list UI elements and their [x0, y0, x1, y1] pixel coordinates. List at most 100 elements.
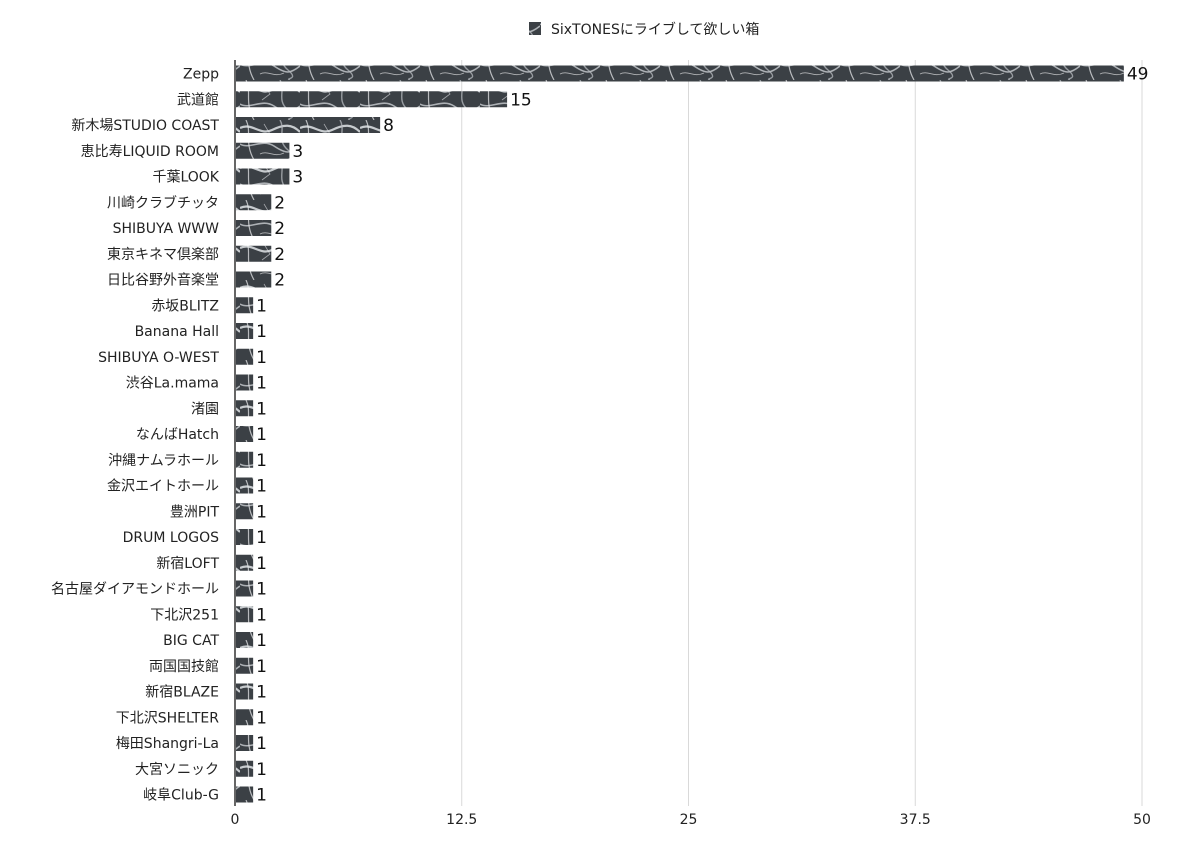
bar	[236, 760, 254, 777]
bar	[236, 297, 254, 314]
x-tick-label: 37.5	[900, 812, 931, 828]
value-label: 3	[292, 168, 303, 188]
bar	[236, 426, 254, 442]
value-label: 1	[256, 631, 267, 651]
bar	[236, 271, 272, 288]
bar	[236, 168, 290, 185]
value-label: 8	[383, 116, 394, 136]
bar	[236, 451, 254, 468]
category-label: 新宿BLAZE	[145, 684, 219, 701]
value-label: 2	[274, 193, 285, 213]
bar	[236, 606, 254, 623]
category-label: 渚園	[191, 401, 219, 417]
value-label: 1	[256, 657, 267, 677]
bar	[236, 220, 272, 236]
bar	[236, 65, 1124, 82]
bar	[236, 529, 254, 545]
bar	[236, 683, 254, 700]
value-label: 2	[274, 245, 285, 265]
bar	[236, 348, 254, 365]
category-label: 下北沢251	[150, 607, 219, 623]
value-label: 1	[256, 605, 267, 625]
gridlines	[461, 60, 1143, 806]
bar	[236, 503, 254, 520]
category-label: Banana Hall	[135, 324, 219, 340]
x-axis-ticks: 0 12.5 25 37.5 50	[231, 812, 1151, 828]
bars	[236, 65, 1124, 803]
category-label: 豊洲PIT	[170, 504, 220, 520]
x-tick-label: 25	[680, 812, 698, 828]
value-label: 1	[256, 580, 267, 600]
bar	[236, 400, 254, 417]
category-label: 東京キネマ倶楽部	[107, 247, 219, 263]
category-label: 恵比寿LIQUID ROOM	[81, 143, 219, 160]
category-label: 武道館	[177, 91, 219, 108]
category-label: 大宮ソニック	[135, 762, 219, 778]
bar	[236, 245, 272, 262]
bar	[236, 580, 254, 597]
bar	[236, 374, 254, 391]
category-label: なんばHatch	[136, 427, 219, 443]
value-label: 1	[256, 296, 267, 316]
value-label: 3	[292, 142, 303, 162]
value-label: 1	[256, 374, 267, 394]
category-label: 千葉LOOK	[152, 170, 219, 186]
value-label: 1	[256, 322, 267, 342]
category-label: BIG CAT	[163, 633, 219, 649]
value-label: 1	[256, 554, 267, 574]
category-label: 日比谷野外音楽堂	[107, 272, 219, 289]
category-label: 沖縄ナムラホール	[108, 453, 219, 469]
category-label: 両国国技館	[149, 658, 219, 675]
category-label: SHIBUYA O-WEST	[98, 350, 219, 366]
x-tick-label: 12.5	[446, 812, 477, 828]
value-label: 1	[256, 708, 267, 728]
bar	[236, 477, 254, 494]
category-label: 赤坂BLITZ	[151, 298, 219, 314]
value-label: 1	[256, 734, 267, 754]
bar	[236, 142, 290, 159]
category-label: DRUM LOGOS	[123, 530, 219, 546]
value-label: 1	[256, 760, 267, 780]
legend: SixTONESにライブして欲しい箱	[529, 21, 759, 38]
category-label: Zepp	[183, 67, 219, 83]
category-label: 新宿LOFT	[156, 555, 219, 572]
value-label: 1	[256, 683, 267, 703]
category-label: SHIBUYA WWW	[113, 221, 220, 237]
x-tick-label: 0	[231, 812, 240, 828]
value-label: 15	[510, 90, 532, 110]
category-label: 新木場STUDIO COAST	[71, 118, 219, 134]
category-label: 下北沢SHELTER	[116, 710, 220, 726]
value-label: 49	[1127, 65, 1149, 85]
bar	[236, 786, 254, 803]
category-label: 岐阜Club-G	[143, 787, 219, 804]
bar	[236, 632, 254, 648]
value-label: 1	[256, 451, 267, 471]
bar	[236, 657, 254, 674]
value-label: 1	[256, 477, 267, 497]
value-label: 1	[256, 348, 267, 368]
bar	[236, 554, 254, 571]
value-label: 1	[256, 399, 267, 419]
bar	[236, 117, 381, 133]
value-label: 1	[256, 502, 267, 522]
value-label: 2	[274, 219, 285, 239]
bar	[236, 194, 272, 211]
bar	[236, 709, 254, 726]
category-label: 金沢エイトホール	[107, 479, 219, 495]
bar	[236, 323, 254, 339]
legend-swatch	[529, 22, 541, 35]
bar	[236, 91, 508, 108]
x-tick-label: 50	[1133, 812, 1151, 828]
legend-label: SixTONESにライブして欲しい箱	[551, 21, 759, 38]
category-label: 梅田Shangri-La	[116, 736, 219, 752]
value-label: 1	[256, 425, 267, 445]
value-label: 1	[256, 528, 267, 548]
category-label: 名古屋ダイアモンドホール	[51, 582, 219, 598]
value-label: 2	[274, 271, 285, 291]
category-label: 渋谷La.mama	[126, 376, 219, 392]
category-label: 川崎クラブチッタ	[107, 194, 219, 211]
